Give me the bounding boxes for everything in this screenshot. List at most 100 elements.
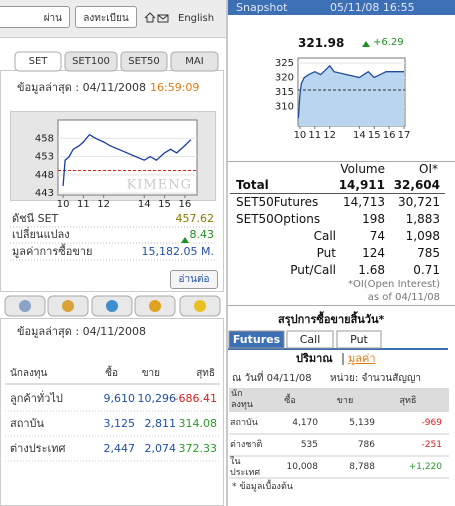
- x-tick-label: 17: [398, 130, 411, 141]
- y-tick-label: 320: [275, 72, 294, 83]
- unit: หน่วย: จำนวนสัญญา: [330, 373, 421, 384]
- cell: 14,911: [338, 178, 385, 192]
- panel-title: Snapshot: [236, 1, 288, 14]
- tab: [286, 330, 334, 349]
- cell: 2,811: [144, 417, 177, 430]
- plot-area: [57, 119, 198, 196]
- tab-label[interactable]: SET100: [72, 56, 110, 67]
- button-label[interactable]: ผ่าน: [43, 13, 62, 24]
- y-tick-label: 310: [275, 102, 294, 113]
- index-change: +6.29: [373, 37, 404, 48]
- cell: สถาบัน: [230, 418, 258, 428]
- header-cell: นักลงทุน: [231, 389, 253, 410]
- row-label: Put/Call: [290, 263, 336, 277]
- icon: [194, 300, 206, 312]
- button[interactable]: [0, 6, 70, 28]
- read-more-button[interactable]: [170, 270, 218, 289]
- cell: 2,074: [144, 442, 177, 455]
- row-label: Total: [236, 178, 269, 192]
- mode-tab[interactable]: มูลค่า: [348, 352, 376, 365]
- header-cell: สุทธิ: [196, 368, 215, 379]
- cell: 1,098: [405, 229, 440, 243]
- x-tick-label: 16: [178, 199, 191, 210]
- mail-icon: [157, 14, 169, 20]
- cell: 32,604: [393, 178, 440, 192]
- x-tick-label: 14: [353, 130, 366, 141]
- cell: 30,721: [398, 195, 440, 209]
- line: [297, 64, 404, 119]
- cell: 10,296: [137, 392, 177, 405]
- summary-label: ดัชนี SET: [12, 212, 59, 225]
- row-label: SET50Options: [236, 212, 321, 226]
- cell: 785: [417, 246, 440, 260]
- x-tick-label: 16: [383, 130, 396, 141]
- tab-underline: [228, 348, 448, 350]
- y-tick-label: 453: [35, 152, 54, 163]
- cell: 4,170: [292, 418, 318, 428]
- cell: 535: [300, 440, 318, 450]
- area: [298, 65, 404, 126]
- note: * ข้อมูลเบื้องต้น: [232, 482, 293, 492]
- icon: [106, 300, 118, 312]
- x-tick-label: 10: [294, 130, 307, 141]
- icon: [149, 300, 161, 312]
- index-value: 321.98: [298, 36, 345, 50]
- cell: -251: [421, 440, 442, 450]
- x-tick-label: 15: [158, 199, 171, 210]
- y-tick-label: 315: [275, 87, 294, 98]
- summary-label: มูลค่าการซื้อขาย: [12, 245, 93, 258]
- tab-label[interactable]: Put: [350, 333, 368, 346]
- tab-label[interactable]: Call: [299, 333, 321, 346]
- button-label[interactable]: ลงทะเบียน: [83, 13, 129, 24]
- tab-label[interactable]: SET: [28, 56, 48, 67]
- snapshot-header: [228, 0, 455, 15]
- separator: [230, 193, 445, 194]
- tab: [14, 51, 62, 72]
- icon: [62, 300, 74, 312]
- x-tick-label: 15: [368, 130, 381, 141]
- language-link[interactable]: English: [178, 13, 215, 24]
- cell: 8,788: [349, 462, 375, 472]
- summary-value: 457.62: [175, 212, 215, 225]
- cell: -969: [421, 418, 442, 428]
- cell: สถาบัน: [10, 417, 45, 430]
- tab-label[interactable]: SET50: [128, 56, 160, 67]
- mode-tab[interactable]: ปริมาณ: [296, 352, 333, 365]
- x-tick-label: 11: [77, 199, 90, 210]
- summary-value: 15,182.05 M.: [141, 245, 214, 258]
- tab-label[interactable]: MAI: [185, 56, 204, 67]
- cell: ต่างประเทศ: [10, 442, 66, 455]
- header-cell: OI*: [419, 162, 438, 176]
- row-label: SET50Futures: [236, 195, 319, 209]
- icon: [19, 300, 31, 312]
- y-tick-label: 458: [35, 133, 54, 144]
- read-more[interactable]: อ่านต่อ: [178, 274, 210, 285]
- y-tick-label: 443: [35, 188, 54, 199]
- mail-icon: [157, 14, 169, 23]
- cell: 314.08: [178, 417, 218, 430]
- tab-label[interactable]: Futures: [232, 333, 281, 346]
- tab: [64, 51, 118, 72]
- header-cell: ซื้อ: [284, 396, 296, 406]
- line: [62, 133, 192, 186]
- summary-label: เปลี่ยนแปลง: [12, 228, 70, 241]
- cell: 3,125: [103, 417, 136, 430]
- date: ณ วันที่ 04/11/08: [232, 373, 312, 384]
- table-header-bg: [229, 388, 449, 412]
- header-cell: นักลงทุน: [10, 368, 48, 379]
- cell: 124: [362, 246, 385, 260]
- tab: [228, 330, 285, 349]
- x-tick-label: 11: [308, 130, 321, 141]
- button[interactable]: [75, 6, 137, 28]
- header-cell: สุทธิ: [399, 396, 417, 406]
- summary-value: 8.43: [189, 228, 215, 241]
- cell: 786: [357, 440, 375, 450]
- tab: [170, 51, 219, 72]
- header-cell: ซื้อ: [105, 368, 118, 379]
- x-tick-label: 12: [323, 130, 336, 141]
- watermark: KIMENG: [127, 178, 192, 193]
- header-cell: ขาย: [141, 368, 160, 379]
- cell: 2,447: [103, 442, 136, 455]
- cell: ต่างชาติ: [230, 440, 263, 450]
